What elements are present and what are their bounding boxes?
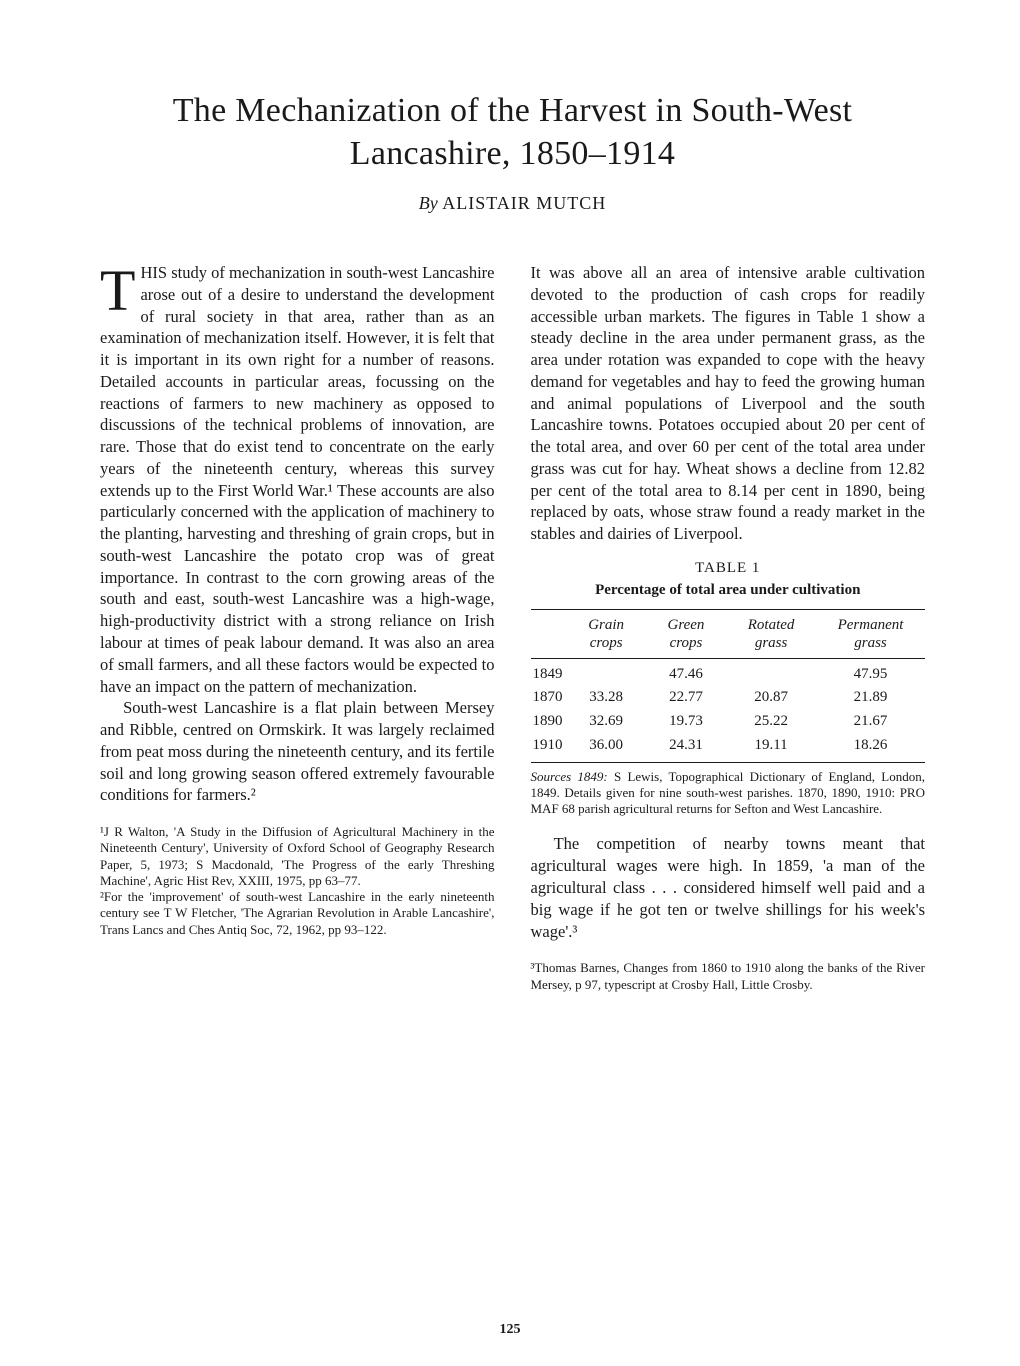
table-cell: 47.95 bbox=[816, 658, 925, 686]
table-header: Permanent grass bbox=[816, 609, 925, 658]
table-cell: 36.00 bbox=[567, 734, 646, 762]
table-cell: 1910 bbox=[531, 734, 567, 762]
footnote: ³Thomas Barnes, Changes from 1860 to 191… bbox=[531, 960, 926, 993]
data-table: Grain crops Green crops Rotated grass Pe… bbox=[531, 609, 926, 763]
table-cell: 1890 bbox=[531, 710, 567, 734]
table-row: 1890 32.69 19.73 25.22 21.67 bbox=[531, 710, 926, 734]
byline: By ALISTAIR MUTCH bbox=[100, 193, 925, 214]
byline-by: By bbox=[419, 193, 438, 213]
table-cell bbox=[567, 658, 646, 686]
body-paragraph: It was above all an area of intensive ar… bbox=[531, 262, 926, 545]
footnote: ²For the 'improvement' of south-west Lan… bbox=[100, 889, 495, 938]
body-paragraph: THIS study of mechanization in south-wes… bbox=[100, 262, 495, 697]
table-header bbox=[531, 609, 567, 658]
page-title: The Mechanization of the Harvest in Sout… bbox=[100, 90, 925, 175]
table-row: 1910 36.00 24.31 19.11 18.26 bbox=[531, 734, 926, 762]
two-column-layout: THIS study of mechanization in south-wes… bbox=[100, 262, 925, 993]
body-paragraph: South-west Lancashire is a flat plain be… bbox=[100, 697, 495, 806]
table-cell: 21.67 bbox=[816, 710, 925, 734]
table-cell: 32.69 bbox=[567, 710, 646, 734]
footnote: ¹J R Walton, 'A Study in the Diffusion o… bbox=[100, 824, 495, 889]
table-cell bbox=[726, 658, 816, 686]
table-header: Rotated grass bbox=[726, 609, 816, 658]
footnotes-left: ¹J R Walton, 'A Study in the Diffusion o… bbox=[100, 824, 495, 938]
table-header: Grain crops bbox=[567, 609, 646, 658]
sources-label: Sources 1849: bbox=[531, 769, 608, 784]
table-cell: 25.22 bbox=[726, 710, 816, 734]
table-cell: 20.87 bbox=[726, 686, 816, 710]
table-row: 1870 33.28 22.77 20.87 21.89 bbox=[531, 686, 926, 710]
table-cell: 1870 bbox=[531, 686, 567, 710]
table-cell: 21.89 bbox=[816, 686, 925, 710]
body-paragraph: The competition of nearby towns meant th… bbox=[531, 833, 926, 942]
table-cell: 19.73 bbox=[646, 710, 726, 734]
right-column: It was above all an area of intensive ar… bbox=[531, 262, 926, 993]
table-cell: 19.11 bbox=[726, 734, 816, 762]
left-column: THIS study of mechanization in south-wes… bbox=[100, 262, 495, 993]
table-container: TABLE 1 Percentage of total area under c… bbox=[531, 559, 926, 818]
table-label: TABLE 1 bbox=[531, 559, 926, 579]
table-cell: 18.26 bbox=[816, 734, 925, 762]
page-number: 125 bbox=[500, 1322, 521, 1338]
table-cell: 47.46 bbox=[646, 658, 726, 686]
table-header: Green crops bbox=[646, 609, 726, 658]
table-cell: 22.77 bbox=[646, 686, 726, 710]
table-cell: 24.31 bbox=[646, 734, 726, 762]
table-row: 1849 47.46 47.95 bbox=[531, 658, 926, 686]
byline-author: ALISTAIR MUTCH bbox=[442, 193, 606, 213]
table-cell: 1849 bbox=[531, 658, 567, 686]
footnotes-right: ³Thomas Barnes, Changes from 1860 to 191… bbox=[531, 960, 926, 993]
table-sources: Sources 1849: S Lewis, Topographical Dic… bbox=[531, 769, 926, 818]
table-cell: 33.28 bbox=[567, 686, 646, 710]
table-header-row: Grain crops Green crops Rotated grass Pe… bbox=[531, 609, 926, 658]
table-caption: Percentage of total area under cultivati… bbox=[531, 581, 926, 601]
